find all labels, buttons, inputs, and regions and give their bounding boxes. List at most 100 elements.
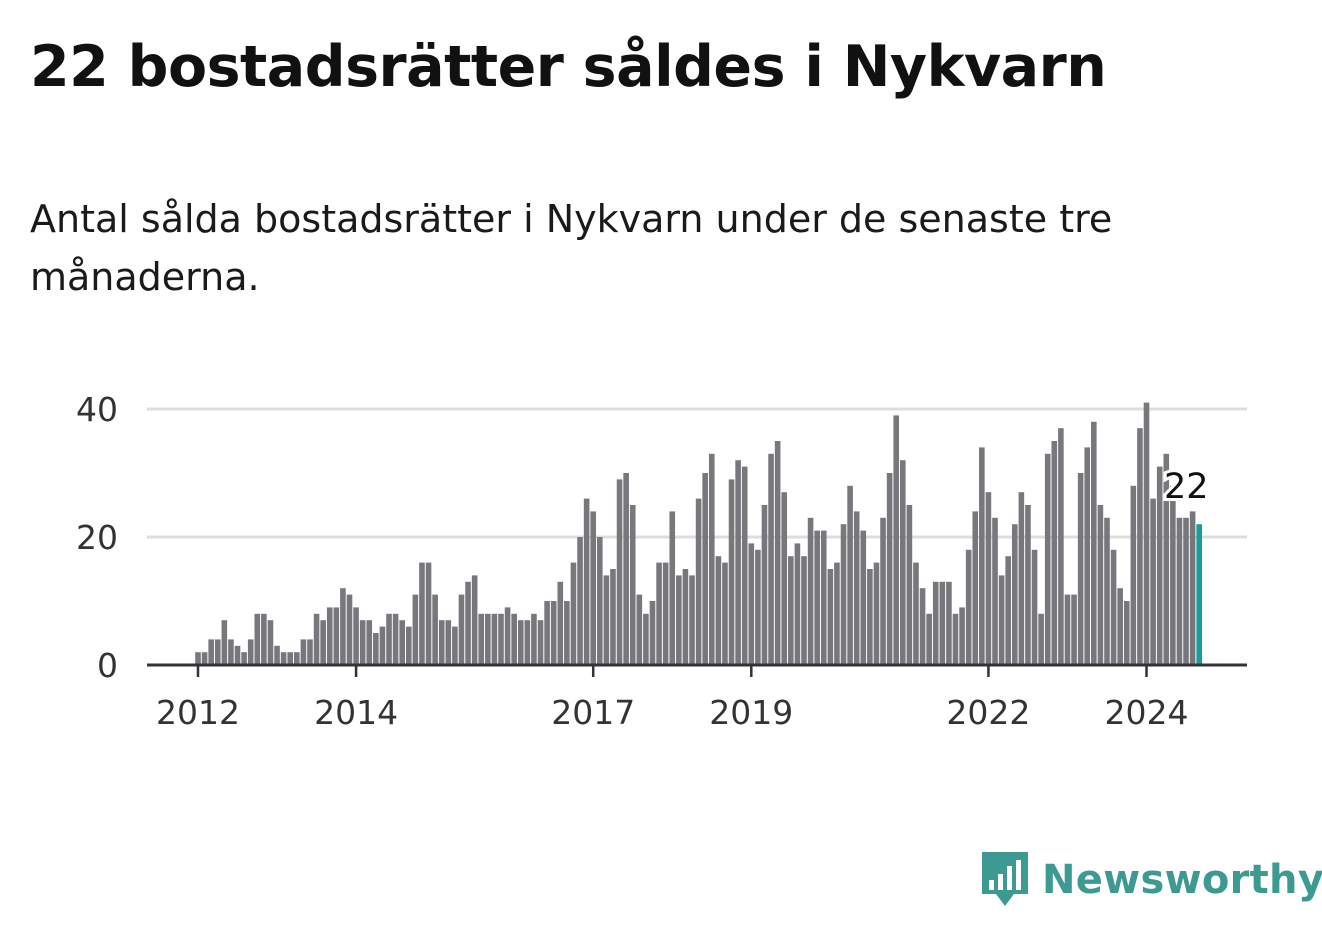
bar: [294, 652, 300, 665]
bar: [537, 620, 544, 665]
bar: [412, 594, 419, 665]
bar: [1058, 428, 1064, 665]
bar: [946, 581, 952, 665]
bar: [1183, 517, 1189, 665]
newsworthy-logo-icon: [982, 852, 1028, 906]
bar: [972, 511, 979, 665]
bar: [261, 613, 267, 665]
chart-title: 22 bostadsrätter såldes i Nykvarn: [30, 34, 1107, 100]
bar: [748, 543, 755, 665]
bar: [564, 601, 570, 665]
bar: [333, 607, 340, 665]
brand-name: Newsworthy: [1042, 857, 1322, 903]
bar: [340, 588, 346, 665]
bar: [834, 562, 840, 665]
bar: [478, 613, 485, 665]
bar: [577, 537, 583, 665]
bar: [603, 575, 610, 665]
bar: [399, 620, 405, 665]
bar: [932, 581, 939, 665]
bar: [379, 626, 386, 665]
bar: [656, 562, 662, 665]
chart-subtitle: Antal sålda bostadsrätter i Nykvarn unde…: [30, 197, 1113, 299]
x-tick-label: 2012: [156, 693, 240, 732]
bar: [195, 652, 201, 665]
bar: [1097, 505, 1104, 665]
bar: [755, 549, 761, 665]
bar: [359, 620, 366, 665]
bar: [241, 652, 247, 665]
bar: [465, 581, 471, 665]
bar: [695, 498, 702, 665]
bar: [254, 613, 261, 665]
bar: [926, 613, 932, 665]
bar: [867, 569, 873, 665]
bar: [985, 492, 992, 665]
bar: [1044, 453, 1051, 665]
x-tick-label: 2014: [314, 693, 398, 732]
bar: [419, 562, 425, 665]
bar: [511, 613, 517, 665]
bar: [300, 639, 307, 665]
bar: [590, 511, 597, 665]
bar: [280, 652, 287, 665]
bar: [1071, 594, 1077, 665]
bar: [485, 613, 491, 665]
bar: [761, 505, 768, 665]
bar: [504, 607, 511, 665]
bar: [524, 620, 531, 665]
newsworthy-logo: Newsworthy: [980, 850, 1322, 910]
bar: [860, 530, 867, 665]
bar: [794, 543, 801, 665]
bar: [840, 524, 847, 665]
bar: [247, 639, 254, 665]
bar: [201, 652, 208, 665]
bar: [1091, 421, 1097, 665]
bar: [899, 460, 906, 665]
bar: [373, 633, 379, 665]
bar: [445, 620, 452, 665]
bar: [820, 530, 827, 665]
bar: [386, 613, 392, 665]
bar: [913, 562, 919, 665]
bar: [1005, 556, 1011, 665]
bar: [880, 517, 886, 665]
bar: [629, 505, 636, 665]
bar: [669, 511, 676, 665]
bar: [491, 613, 498, 665]
bar: [768, 453, 774, 665]
bar: [1189, 511, 1196, 665]
bar: [1170, 485, 1176, 665]
bar: [886, 473, 893, 665]
bar: [208, 639, 214, 665]
bar: [781, 492, 788, 665]
bar: [471, 575, 478, 665]
bar-chart: 0 20 40 2012 2014 2017 2019 2022 2024 22: [76, 390, 1247, 732]
bar: [550, 601, 557, 665]
bar: [965, 549, 972, 665]
bar: [1156, 466, 1163, 665]
bar: [959, 607, 965, 665]
bar: [1130, 485, 1137, 665]
bar: [1011, 524, 1018, 665]
bar: [952, 613, 959, 665]
bar: [1051, 441, 1058, 665]
bar: [405, 626, 412, 665]
bar: [1077, 473, 1084, 665]
bar: [1064, 594, 1071, 665]
bar: [517, 620, 524, 665]
bar: [1104, 517, 1110, 665]
bar: [1123, 601, 1130, 665]
bar: [1117, 588, 1123, 665]
bar: [234, 645, 241, 665]
bar: [939, 581, 946, 665]
bar: [274, 645, 280, 665]
bar: [557, 581, 564, 665]
bar: [366, 620, 373, 665]
bar: [853, 511, 860, 665]
latest-value-label: 22: [1164, 467, 1209, 507]
bar: [715, 556, 722, 665]
bar: [979, 447, 985, 665]
bar: [1110, 549, 1117, 665]
bar: [1137, 428, 1143, 665]
